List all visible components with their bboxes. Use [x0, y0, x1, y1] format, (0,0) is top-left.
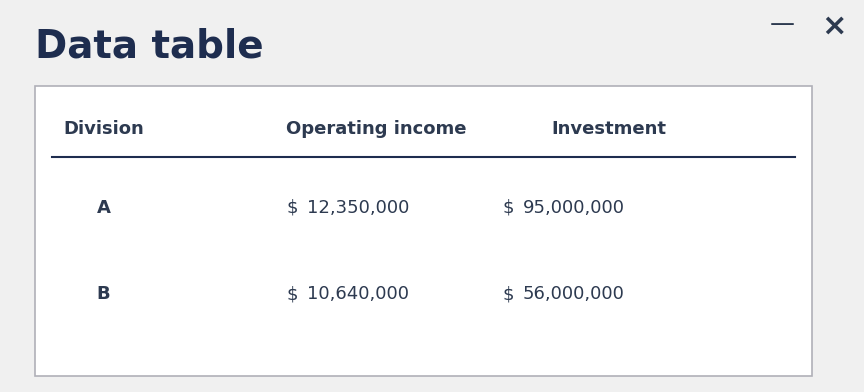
Text: 95,000,000: 95,000,000	[523, 199, 625, 217]
Text: Division: Division	[63, 120, 144, 138]
Text: —: —	[770, 12, 794, 36]
Text: $: $	[287, 285, 298, 303]
Text: $: $	[503, 285, 514, 303]
Text: $: $	[287, 199, 298, 217]
Text: Data table: Data table	[35, 27, 264, 65]
Text: 10,640,000: 10,640,000	[307, 285, 409, 303]
Text: A: A	[97, 199, 111, 217]
Text: B: B	[97, 285, 111, 303]
Text: ×: ×	[821, 12, 847, 41]
Text: 12,350,000: 12,350,000	[307, 199, 409, 217]
Text: $: $	[503, 199, 514, 217]
Text: 56,000,000: 56,000,000	[523, 285, 625, 303]
Text: Operating income: Operating income	[286, 120, 466, 138]
FancyBboxPatch shape	[35, 86, 812, 376]
Text: Investment: Investment	[551, 120, 667, 138]
